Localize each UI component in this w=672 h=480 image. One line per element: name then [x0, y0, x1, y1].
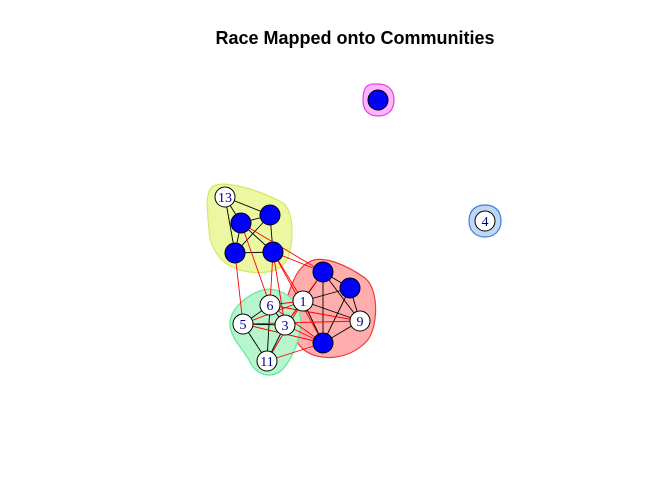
node-circle	[259, 204, 281, 226]
node-n7	[230, 212, 252, 234]
node-n13: 13	[214, 186, 236, 208]
node-circle	[214, 186, 236, 208]
node-n15	[224, 242, 246, 264]
node-circle	[224, 242, 246, 264]
node-circle	[339, 277, 361, 299]
node-circle	[367, 89, 389, 111]
node-n1: 1	[292, 290, 314, 312]
node-n12	[312, 261, 334, 283]
node-circle	[262, 241, 284, 263]
edge-n6-n2	[269, 304, 324, 344]
node-circle	[292, 290, 314, 312]
node-label: 11	[260, 355, 273, 370]
node-label: 5	[240, 318, 247, 333]
chart-title: Race Mapped onto Communities	[215, 28, 495, 48]
node-label: 4	[482, 215, 489, 230]
edge-n7-n6	[240, 222, 271, 306]
node-n8	[259, 204, 281, 226]
edge-n10-n3	[272, 251, 286, 326]
node-circle	[259, 294, 281, 316]
node-circle	[232, 313, 254, 335]
node-n5: 5	[232, 313, 254, 335]
node-n11: 11	[256, 350, 278, 372]
node-label: 6	[267, 299, 274, 314]
node-circle	[312, 261, 334, 283]
node-label: 9	[357, 315, 364, 330]
node-n14	[367, 89, 389, 111]
node-circle	[256, 350, 278, 372]
node-label: 13	[218, 191, 232, 206]
node-circle	[474, 210, 496, 232]
node-circle	[349, 310, 371, 332]
node-label: 1	[300, 295, 307, 310]
node-circle	[274, 314, 296, 336]
node-n10	[262, 241, 284, 263]
node-circle	[312, 332, 334, 354]
node-n2	[312, 332, 334, 354]
node-n9: 9	[349, 310, 371, 332]
node-circle	[230, 212, 252, 234]
node-n6: 6	[259, 294, 281, 316]
edge-n6-n9	[269, 304, 361, 322]
edge-n15-n5	[234, 252, 244, 325]
edge-n5-n9	[242, 320, 361, 325]
node-label: 3	[282, 319, 289, 334]
node-n16	[339, 277, 361, 299]
node-n4: 4	[474, 210, 496, 232]
node-n3: 3	[274, 314, 296, 336]
